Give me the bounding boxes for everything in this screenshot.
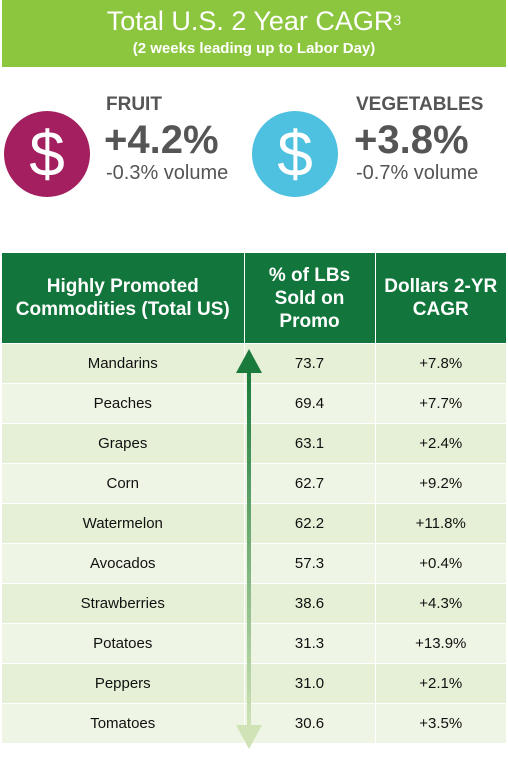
dollars-cagr-cell: +3.5%: [374, 703, 506, 743]
fruit-label: FRUIT: [106, 94, 162, 115]
promo-pct-cell: 31.0: [243, 663, 375, 704]
commodity-cell: Avocados: [2, 543, 244, 584]
promo-pct-cell: 73.7: [243, 343, 375, 384]
commodity-cell: Peppers: [2, 663, 244, 704]
promo-pct-cell: 62.7: [243, 463, 375, 504]
promo-pct-cell: 30.6: [243, 703, 375, 743]
commodity-cell: Tomatoes: [2, 703, 244, 743]
commodity-cell: Peaches: [2, 383, 244, 424]
dollars-cagr-cell: +7.7%: [374, 383, 506, 424]
table-row: Corn 62.7 +9.2%: [2, 463, 506, 504]
fruit-volume: -0.3% volume: [106, 162, 229, 184]
promo-pct-cell: 31.3: [243, 623, 375, 664]
vegetables-change: +3.8%: [354, 118, 469, 162]
dollars-cagr-cell: +0.4%: [374, 543, 506, 584]
dollars-cagr-cell: +4.3%: [374, 583, 506, 624]
promo-pct-cell: 63.1: [243, 423, 375, 464]
table-row: Peppers 31.0 +2.1%: [2, 663, 506, 704]
vegetables-label: VEGETABLES: [356, 94, 484, 115]
table-row: Watermelon 62.2 +11.8%: [2, 503, 506, 544]
dollar-icon: $: [252, 111, 338, 197]
dollars-cagr-cell: +7.8%: [374, 343, 506, 384]
decreasing-arrow-icon: [236, 349, 262, 749]
header-commodities-label: Highly Promoted Commodities (Total US): [15, 276, 230, 320]
header-promo-pct-label: % of LBs Sold on Promo: [268, 264, 351, 332]
banner-title: Total U.S. 2 Year CAGR3: [2, 0, 506, 35]
dollars-cagr-cell: +9.2%: [374, 463, 506, 504]
header-dollars-cagr-label: Dollars 2-YR CAGR: [384, 276, 498, 320]
table-row: Potatoes 31.3 +13.9%: [2, 623, 506, 664]
header-commodities: Highly Promoted Commodities (Total US): [2, 253, 244, 344]
table-header-row: Highly Promoted Commodities (Total US) %…: [2, 253, 506, 344]
table-row: Tomatoes 30.6 +3.5%: [2, 703, 506, 743]
banner-title-text: Total U.S. 2 Year CAGR: [106, 6, 394, 36]
commodity-cell: Mandarins: [2, 343, 244, 384]
title-banner: Total U.S. 2 Year CAGR3 (2 weeks leading…: [2, 0, 506, 67]
vegetables-stat: $ VEGETABLES +3.8% -0.7% volume: [250, 92, 504, 202]
fruit-change: +4.2%: [104, 118, 219, 162]
dollars-cagr-cell: +2.1%: [374, 663, 506, 704]
commodity-cell: Watermelon: [2, 503, 244, 544]
promo-pct-cell: 69.4: [243, 383, 375, 424]
dollars-cagr-cell: +2.4%: [374, 423, 506, 464]
promo-pct-cell: 62.2: [243, 503, 375, 544]
table-row: Strawberries 38.6 +4.3%: [2, 583, 506, 624]
dollars-cagr-cell: +13.9%: [374, 623, 506, 664]
header-promo-pct: % of LBs Sold on Promo: [243, 253, 375, 344]
table-row: Peaches 69.4 +7.7%: [2, 383, 506, 424]
commodities-table: Highly Promoted Commodities (Total US) %…: [2, 253, 506, 743]
banner-subtitle: (2 weeks leading up to Labor Day): [132, 40, 376, 57]
dollar-icon: $: [4, 111, 90, 197]
commodity-cell: Strawberries: [2, 583, 244, 624]
table-row: Mandarins 73.7 +7.8%: [2, 343, 506, 384]
table-row: Grapes 63.1 +2.4%: [2, 423, 506, 464]
promo-pct-cell: 38.6: [243, 583, 375, 624]
vegetables-volume: -0.7% volume: [356, 162, 479, 184]
commodity-cell: Potatoes: [2, 623, 244, 664]
header-dollars-cagr: Dollars 2-YR CAGR: [374, 253, 506, 344]
footnote-marker: 3: [393, 12, 402, 28]
table-row: Avocados 57.3 +0.4%: [2, 543, 506, 584]
fruit-stat: $ FRUIT +4.2% -0.3% volume: [0, 92, 254, 202]
commodity-cell: Corn: [2, 463, 244, 504]
dollars-cagr-cell: +11.8%: [374, 503, 506, 544]
commodity-cell: Grapes: [2, 423, 244, 464]
promo-pct-cell: 57.3: [243, 543, 375, 584]
